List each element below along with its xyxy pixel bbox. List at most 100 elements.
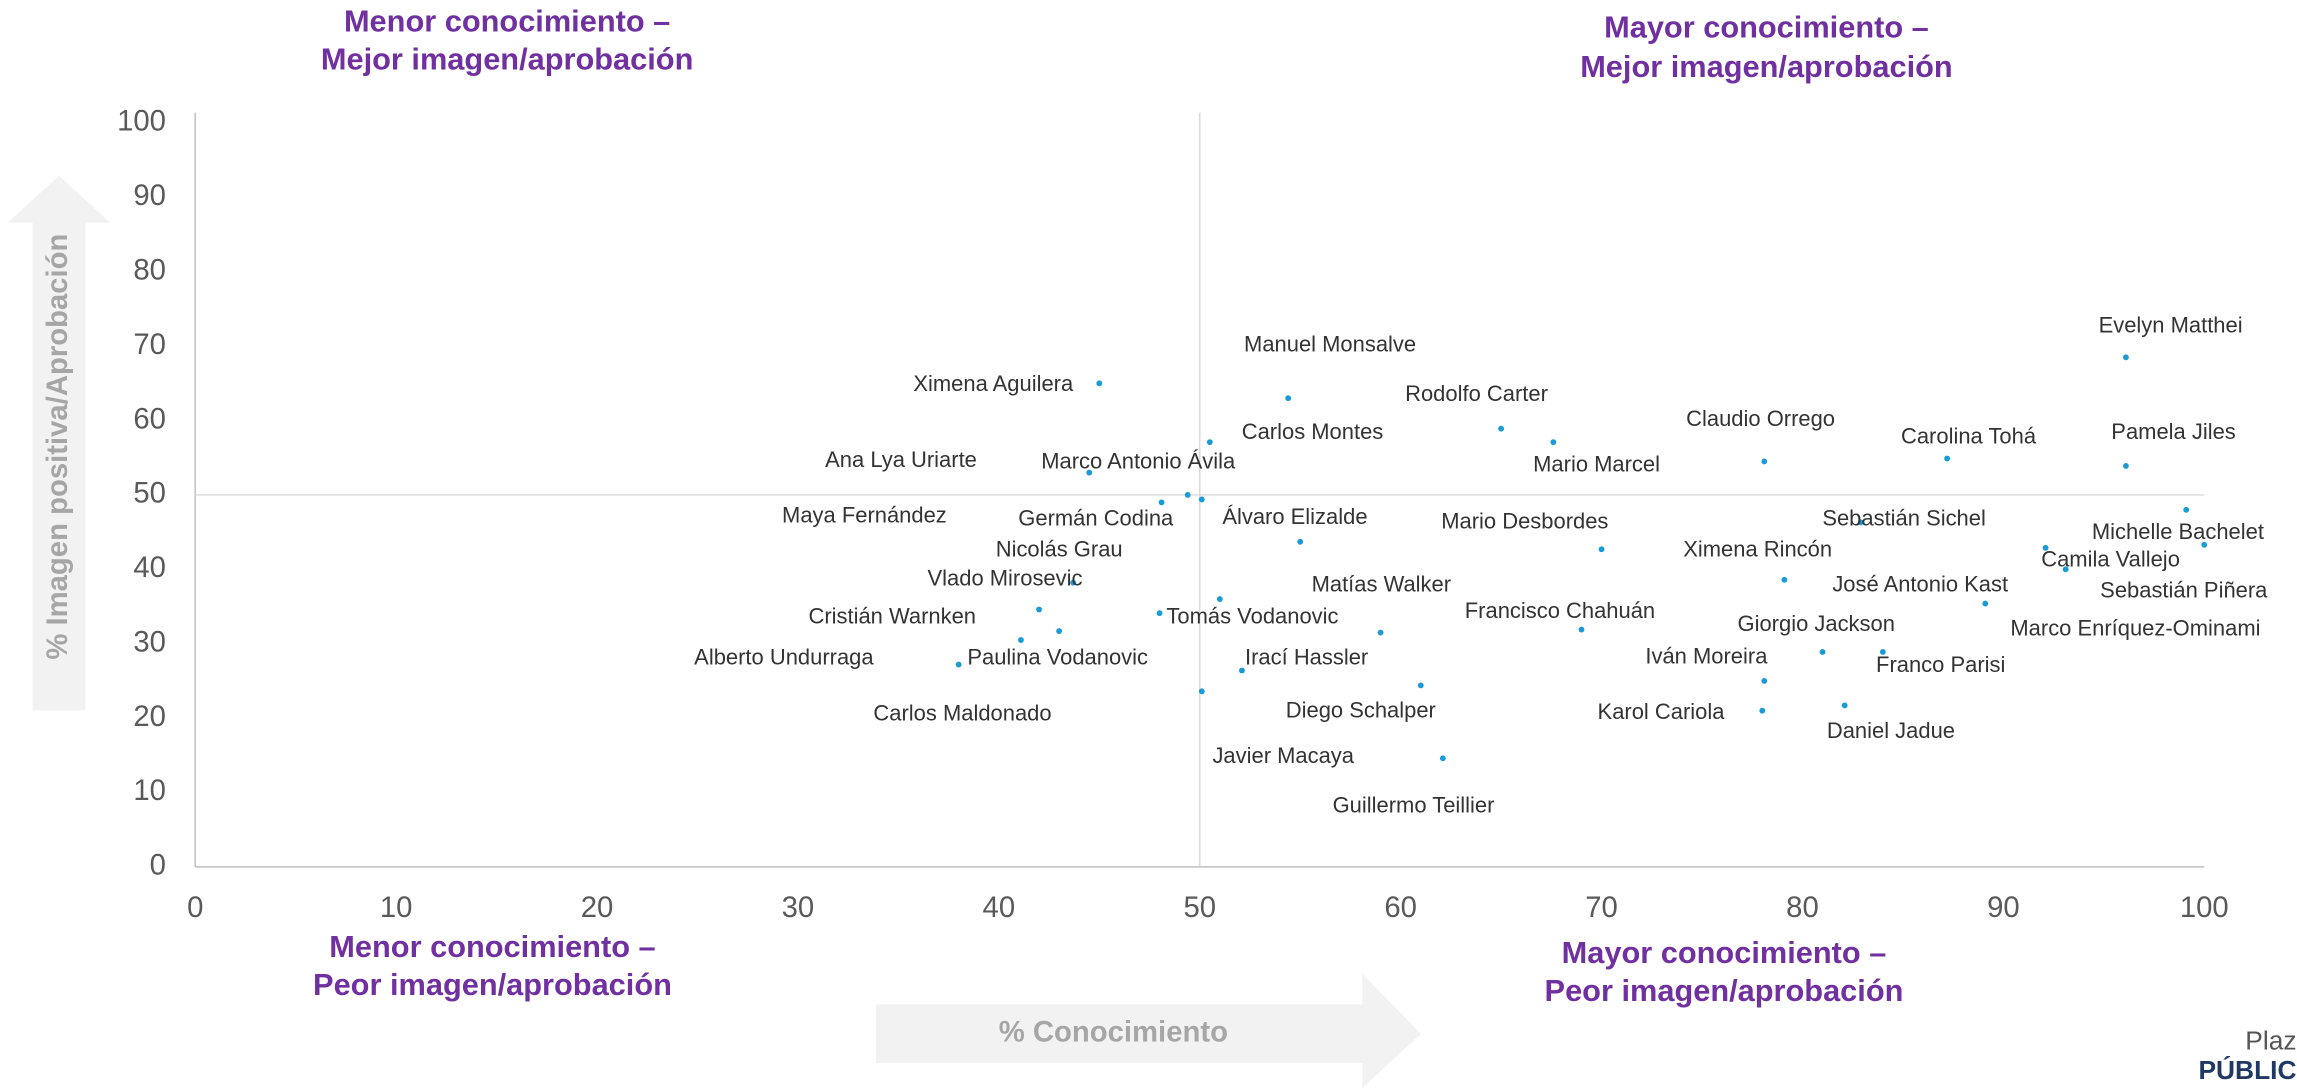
x-tick-label: 70 xyxy=(1585,891,1618,924)
point-label: Álvaro Elizalde xyxy=(1222,504,1367,529)
point xyxy=(1377,629,1384,636)
y-axis-arrow xyxy=(7,175,111,711)
x-tick-label: 10 xyxy=(380,891,413,924)
point xyxy=(1158,499,1165,506)
point-label: Ana Lya Uriarte xyxy=(825,447,977,472)
x-axis-arrow xyxy=(876,973,1421,1088)
point xyxy=(1498,425,1505,432)
point xyxy=(955,661,962,668)
point xyxy=(1550,439,1557,446)
point-label: Alberto Undurraga xyxy=(694,645,874,670)
point xyxy=(1239,667,1245,674)
point-label: Maya Fernández xyxy=(782,503,947,528)
quadrant-label: Mayor conocimiento – xyxy=(1562,935,1887,970)
y-tick-label: 50 xyxy=(133,477,166,510)
point xyxy=(1018,637,1024,643)
point xyxy=(2062,566,2069,573)
point-label: Evelyn Matthei xyxy=(2099,312,2243,337)
x-axis-title: % Conocimiento xyxy=(999,1016,1228,1049)
point-label: Cristián Warnken xyxy=(808,604,976,629)
quadrant-label: Peor imagen/aprobación xyxy=(1545,973,1904,1008)
point xyxy=(2123,463,2129,469)
point-label: Javier Macaya xyxy=(1212,743,1354,768)
point xyxy=(1439,755,1446,762)
point xyxy=(1598,546,1605,553)
point xyxy=(1086,469,1093,476)
quadrant-label: Mayor conocimiento – xyxy=(1604,9,1929,44)
point-label: Irací Hassler xyxy=(1245,645,1368,670)
point-label: Camila Vallejo xyxy=(2041,547,2180,572)
point xyxy=(1841,702,1848,709)
quadrant-label: Peor imagen/aprobación xyxy=(313,967,672,1002)
point xyxy=(1156,610,1163,617)
point-label: Guillermo Teillier xyxy=(1333,793,1495,818)
x-tick-label: 80 xyxy=(1786,891,1819,924)
point-label: Marco Antonio Ávila xyxy=(1041,449,1236,474)
x-tick-label: 60 xyxy=(1384,891,1417,924)
point-label: Matías Walker xyxy=(1312,572,1451,597)
point-label: Claudio Orrego xyxy=(1686,406,1835,431)
x-tick-label: 20 xyxy=(581,891,614,924)
x-tick-label: 40 xyxy=(983,891,1016,924)
point xyxy=(1982,600,1989,607)
point-label: Carolina Tohá xyxy=(1901,424,2037,449)
point-label: Mario Marcel xyxy=(1533,451,1660,476)
point xyxy=(2042,544,2049,551)
point-label: Marco Enríquez-Ominami xyxy=(2010,615,2260,640)
x-tick-label: 0 xyxy=(187,891,203,924)
logo-text: PÚBLIC xyxy=(2198,1055,2296,1085)
point-label: Karol Cariola xyxy=(1598,699,1726,724)
point xyxy=(1879,648,1886,655)
x-tick-label: 30 xyxy=(782,891,815,924)
x-tick-label: 50 xyxy=(1183,891,1216,924)
point xyxy=(1781,576,1788,583)
point xyxy=(1036,606,1042,613)
y-tick-label: 0 xyxy=(150,849,166,882)
x-tick-label: 90 xyxy=(1987,891,2020,924)
point xyxy=(1285,395,1292,402)
point-label: Ximena Rincón xyxy=(1683,536,1832,561)
quadrant-label: Mejor imagen/aprobación xyxy=(321,42,693,77)
quadrant-label: Menor conocimiento – xyxy=(329,929,655,964)
point xyxy=(1206,439,1213,446)
point xyxy=(1070,579,1077,586)
point-label: Ximena Aguilera xyxy=(913,371,1074,396)
y-tick-label: 10 xyxy=(133,774,166,807)
point-label: Nicolás Grau xyxy=(996,536,1123,561)
point xyxy=(1297,538,1304,545)
point-label: Germán Codina xyxy=(1018,506,1174,531)
x-tick-label: 100 xyxy=(2180,891,2229,924)
logo-text: Plaz xyxy=(2245,1026,2296,1056)
point-label: Rodolfo Carter xyxy=(1405,381,1548,406)
point-label: Iván Moreira xyxy=(1645,643,1768,668)
y-tick-label: 90 xyxy=(133,179,166,212)
point-label: Sebastián Sichel xyxy=(1822,506,1986,531)
point xyxy=(1759,707,1766,714)
point-label: Tomás Vodanovic xyxy=(1166,604,1338,629)
point xyxy=(1857,519,1864,526)
y-tick-label: 80 xyxy=(133,254,166,287)
point xyxy=(1198,688,1205,695)
quadrant-label: Menor conocimiento – xyxy=(344,4,670,39)
point xyxy=(1761,458,1768,465)
point xyxy=(1216,596,1223,603)
point xyxy=(1578,626,1585,633)
point xyxy=(2123,354,2129,361)
point-label: Sebastián Piñera xyxy=(2100,577,2268,602)
y-axis-title: % Imagen positiva/Aprobación xyxy=(41,234,74,660)
point xyxy=(2201,541,2208,548)
point-label: Carlos Maldonado xyxy=(873,700,1051,725)
point xyxy=(1096,380,1103,387)
point-label: Pamela Jiles xyxy=(2111,419,2235,444)
point xyxy=(1944,455,1951,462)
point xyxy=(1761,677,1768,684)
point-label: Diego Schalper xyxy=(1286,697,1436,722)
y-tick-label: 30 xyxy=(133,625,166,658)
point-label: Manuel Monsalve xyxy=(1244,331,1416,356)
point-label: Giorgio Jackson xyxy=(1738,611,1895,636)
y-tick-label: 70 xyxy=(133,328,166,361)
point-label: Vlado Mirosevic xyxy=(928,566,1083,591)
point-label: Michelle Bachelet xyxy=(2092,519,2264,544)
point xyxy=(1056,628,1063,635)
